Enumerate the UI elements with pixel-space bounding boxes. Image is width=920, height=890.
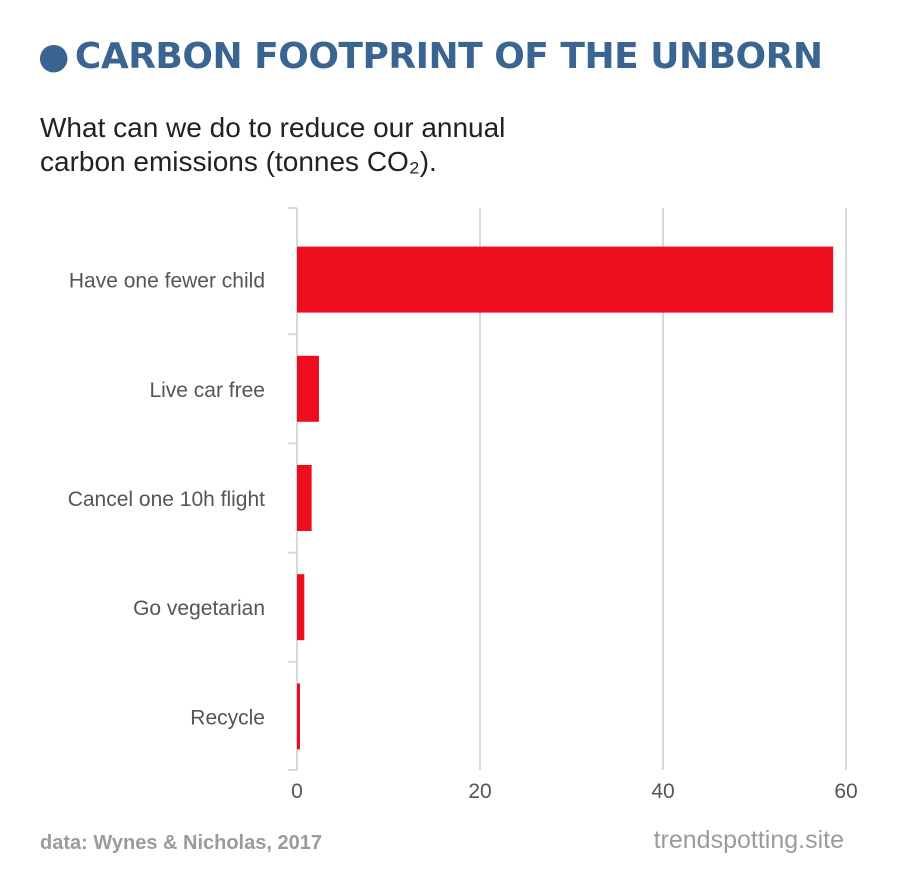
category-label-3: Go vegetarian — [133, 597, 265, 620]
data-source: data: Wynes & Nicholas, 2017 — [40, 832, 322, 854]
chart-title: ● CARBON FOOTPRINT OF THE UNBORN — [38, 36, 823, 77]
subtitle-line-1: What can we do to reduce our annual — [40, 112, 506, 143]
subtitle-line-2: carbon emissions (tonnes CO₂). — [40, 146, 437, 177]
title-bullet: ● — [38, 36, 69, 77]
bar-1 — [297, 355, 319, 422]
category-label-2: Cancel one 10h flight — [68, 488, 265, 511]
x-tick-label-2: 40 — [651, 780, 674, 803]
x-tick-label-1: 20 — [468, 780, 491, 803]
category-label-0: Have one fewer child — [69, 270, 265, 293]
category-label-4: Recycle — [190, 706, 265, 729]
bar-3 — [297, 574, 305, 641]
x-tick-label-3: 60 — [834, 780, 857, 803]
category-label-1: Live car free — [149, 379, 265, 402]
x-tick-label-0: 0 — [291, 780, 303, 803]
title-text: CARBON FOOTPRINT OF THE UNBORN — [74, 36, 823, 77]
site-credit: trendspotting.site — [653, 826, 844, 854]
bar-0 — [297, 246, 834, 313]
chart-subtitle: What can we do to reduce our annual carb… — [40, 111, 600, 179]
bar-2 — [297, 465, 312, 531]
bar-4 — [297, 683, 300, 750]
